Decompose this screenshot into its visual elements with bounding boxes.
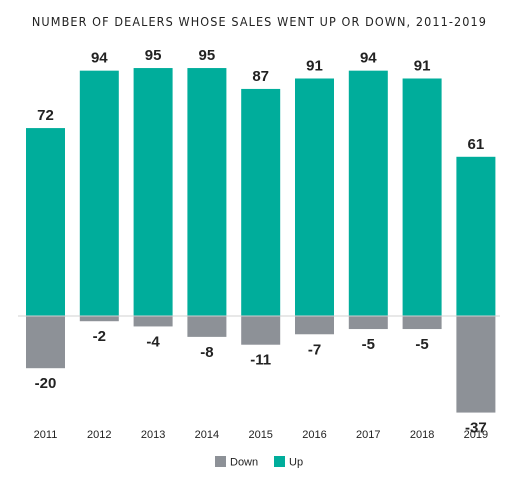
bar-up-2014	[187, 68, 227, 316]
bar-down-2016	[295, 316, 334, 335]
legend-swatch-down	[215, 456, 226, 467]
data-label-up-2018: 91	[414, 57, 431, 74]
legend: Down Up	[215, 456, 303, 469]
bar-up-2016	[295, 78, 334, 317]
data-label-down-2011: -20	[35, 375, 57, 392]
x-tick-label-2013: 2013	[141, 429, 165, 441]
bar-down-2017	[348, 316, 388, 330]
x-tick-label-2018: 2018	[410, 429, 434, 441]
x-tick-label-2015: 2015	[248, 429, 272, 441]
bar-up-2019	[456, 156, 496, 316]
data-label-up-2011: 72	[37, 107, 54, 124]
bar-down-2011	[26, 316, 65, 369]
bar-down-2014	[187, 316, 227, 337]
bars-layer	[26, 68, 496, 413]
bar-down-2018	[402, 316, 442, 330]
bar-up-2018	[402, 78, 442, 317]
data-label-up-2014: 95	[199, 47, 216, 64]
legend-label-up: Up	[289, 457, 303, 469]
data-label-down-2016: -7	[308, 341, 321, 358]
bar-up-2011	[26, 128, 65, 316]
data-label-down-2015: -11	[250, 352, 271, 369]
x-tick-label-2011: 2011	[34, 429, 58, 441]
x-tick-label-2014: 2014	[195, 429, 219, 441]
legend-swatch-up	[274, 456, 285, 467]
data-label-down-2018: -5	[415, 336, 428, 353]
bar-up-2013	[133, 68, 173, 316]
bar-down-2015	[241, 316, 281, 345]
data-label-down-2012: -2	[93, 328, 106, 345]
data-label-up-2017: 94	[360, 50, 377, 67]
bar-down-2019	[456, 316, 496, 413]
x-tick-label-2017: 2017	[356, 429, 380, 441]
bar-down-2012	[79, 316, 119, 322]
chart-title: NUMBER OF DEALERS WHOSE SALES WENT UP OR…	[31, 14, 488, 29]
legend-label-down: Down	[230, 457, 258, 469]
data-label-up-2012: 94	[91, 50, 108, 67]
data-label-down-2017: -5	[362, 336, 375, 353]
data-label-up-2013: 95	[145, 47, 162, 64]
labels-layer: 72 -20 2011 94 -2 2012 95 -4 2013 95 -8 2014 87 -11 20…	[34, 47, 488, 441]
bar-up-2015	[241, 88, 281, 317]
x-tick-label-2019: 2019	[464, 429, 488, 441]
bar-up-2012	[79, 70, 119, 316]
x-tick-label-2012: 2012	[87, 429, 111, 441]
data-label-up-2015: 87	[252, 68, 269, 85]
data-label-down-2014: -8	[200, 344, 213, 361]
data-label-up-2019: 61	[468, 136, 485, 153]
data-label-down-2019: -37	[465, 420, 487, 437]
data-label-down-2013: -4	[146, 333, 160, 350]
data-label-up-2016: 91	[306, 57, 323, 74]
bar-down-2013	[133, 316, 173, 327]
bar-up-2017	[348, 70, 388, 316]
x-tick-label-2016: 2016	[302, 429, 326, 441]
